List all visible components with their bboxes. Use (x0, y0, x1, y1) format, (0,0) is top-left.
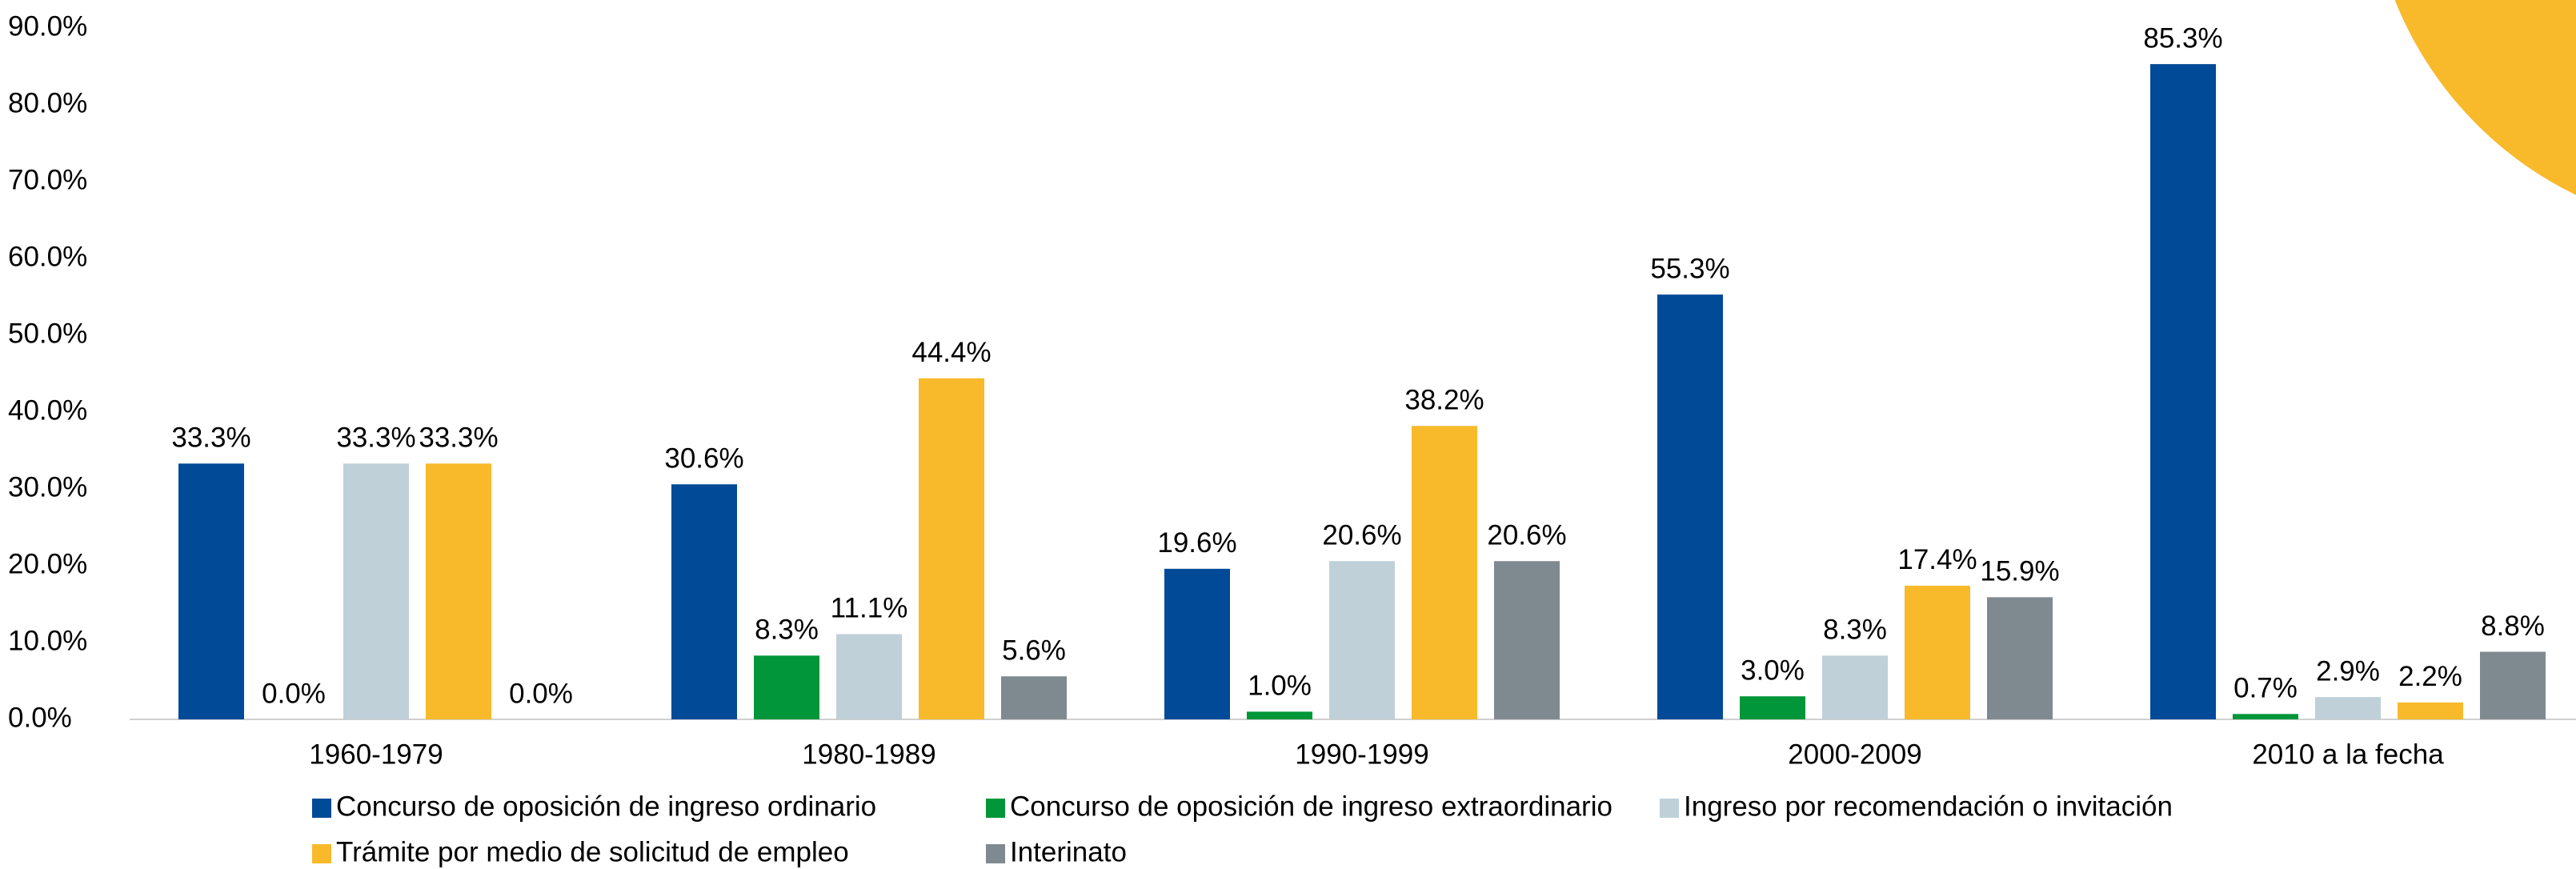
bar (343, 463, 409, 719)
value-label: 19.6% (1157, 527, 1236, 559)
bar (1247, 711, 1312, 719)
value-label: 44.4% (911, 337, 991, 368)
decoration (2394, 0, 2576, 195)
bar (1164, 568, 1230, 719)
bar (2398, 702, 2463, 719)
bar (2233, 714, 2298, 719)
x-tick-label: 1980-1989 (802, 739, 935, 770)
value-label: 0.7% (2233, 673, 2298, 704)
bar (836, 634, 902, 719)
y-tick-label: 70.0% (8, 164, 87, 195)
y-tick-label: 20.0% (8, 548, 87, 579)
bar (2150, 64, 2216, 720)
value-label: 33.3% (171, 422, 250, 454)
legend-label: Ingreso por recomendación o invitación (1684, 791, 2173, 822)
value-label: 30.6% (664, 443, 743, 474)
x-tick-label: 1960-1979 (309, 739, 443, 770)
y-tick-label: 10.0% (8, 625, 87, 656)
legend-label: Concurso de oposición de ingreso extraor… (1010, 791, 1613, 822)
legend-swatch (1660, 799, 1679, 818)
value-label: 33.3% (336, 422, 415, 454)
value-label: 38.2% (1404, 385, 1484, 416)
bar (1740, 696, 1805, 719)
bar (1001, 676, 1067, 719)
bar (754, 655, 819, 719)
legend-swatch (986, 799, 1005, 818)
bar (178, 463, 244, 719)
bar (1412, 426, 1477, 719)
x-tick-label: 2010 a la fecha (2252, 739, 2444, 770)
value-label: 0.0% (262, 678, 326, 709)
value-label: 8.8% (2481, 611, 2545, 642)
y-tick-label: 0.0% (8, 702, 72, 733)
value-label: 20.6% (1487, 519, 1566, 551)
y-tick-label: 80.0% (8, 87, 87, 118)
bar (2315, 697, 2381, 719)
value-label: 8.3% (1823, 615, 1887, 646)
legend-label: Trámite por medio de solicitud de empleo (336, 836, 849, 867)
bar (1822, 655, 1888, 719)
value-label: 8.3% (755, 615, 819, 646)
y-tick-label: 30.0% (8, 471, 87, 503)
legend-swatch (312, 799, 331, 818)
bar (2480, 651, 2546, 719)
y-tick-label: 90.0% (8, 10, 87, 42)
bar (1905, 585, 1970, 719)
y-tick-label: 60.0% (8, 241, 87, 272)
bar (1494, 561, 1560, 719)
value-label: 1.0% (1248, 671, 1312, 702)
value-label: 5.6% (1002, 635, 1066, 666)
value-label: 20.6% (1322, 519, 1401, 551)
bar (1987, 597, 2053, 719)
value-label: 15.9% (1980, 556, 2059, 587)
bar (919, 378, 984, 719)
y-tick-label: 40.0% (8, 394, 87, 426)
x-tick-label: 2000-2009 (1788, 739, 1921, 770)
value-label: 85.3% (2143, 22, 2222, 54)
value-label: 2.9% (2316, 655, 2380, 687)
value-label: 55.3% (1650, 253, 1729, 284)
value-label: 0.0% (509, 678, 573, 709)
value-label: 17.4% (1897, 544, 1977, 575)
bar (426, 463, 491, 719)
value-label: 33.3% (419, 422, 498, 454)
bar (671, 484, 737, 719)
bar (1329, 561, 1395, 719)
bar (1657, 294, 1723, 719)
value-label: 2.2% (2398, 661, 2462, 692)
y-tick-label: 50.0% (8, 318, 87, 349)
value-label: 3.0% (1741, 655, 1805, 686)
legend-label: Interinato (1010, 836, 1127, 867)
legend-swatch (312, 844, 331, 863)
value-label: 11.1% (831, 593, 908, 624)
legend-label: Concurso de oposición de ingreso ordinar… (336, 791, 876, 822)
x-tick-label: 1990-1999 (1295, 739, 1428, 770)
legend-swatch (986, 844, 1005, 863)
